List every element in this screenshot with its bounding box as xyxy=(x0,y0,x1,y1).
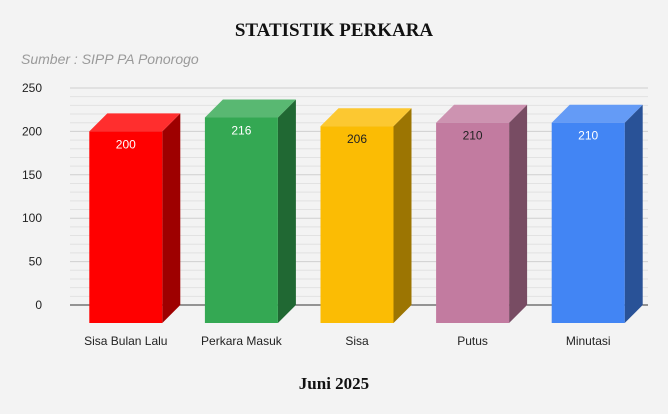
bar-side-face xyxy=(162,113,181,324)
y-tick-label: 0 xyxy=(35,298,42,312)
y-tick-label: 200 xyxy=(22,124,42,138)
x-tick-label: Minutasi xyxy=(566,334,611,348)
x-tick-label: Sisa Bulan Lalu xyxy=(84,334,167,348)
data-label: 210 xyxy=(463,129,483,143)
x-tick-label: Perkara Masuk xyxy=(201,334,283,348)
x-axis-title: Juni 2025 xyxy=(298,374,370,393)
bar-top-face xyxy=(436,104,528,123)
bar xyxy=(204,117,278,324)
chart-title: STATISTIK PERKARA xyxy=(234,20,434,41)
bar-top-face xyxy=(320,108,412,127)
bar xyxy=(436,122,510,323)
bar xyxy=(551,122,625,323)
chart-subtitle: Sumber : SIPP PA Ponorogo xyxy=(21,51,199,67)
bar-side-face xyxy=(624,104,643,323)
y-tick-label: 50 xyxy=(29,255,43,269)
bar-side-face xyxy=(393,108,412,323)
y-tick-label: 100 xyxy=(22,211,42,225)
bar xyxy=(89,131,163,323)
data-label: 210 xyxy=(578,129,598,143)
bar xyxy=(320,126,394,323)
data-label: 206 xyxy=(347,132,367,146)
bar-top-face xyxy=(204,99,296,118)
data-label: 216 xyxy=(231,124,251,138)
bar-top-face xyxy=(551,104,643,123)
bar-top-face xyxy=(89,113,181,132)
bar-side-face xyxy=(509,104,528,323)
y-tick-label: 250 xyxy=(22,81,42,95)
x-tick-label: Putus xyxy=(457,334,488,348)
x-tick-label: Sisa xyxy=(345,334,369,348)
data-label: 200 xyxy=(116,137,136,151)
y-tick-label: 150 xyxy=(22,168,42,182)
bar-side-face xyxy=(277,99,296,324)
